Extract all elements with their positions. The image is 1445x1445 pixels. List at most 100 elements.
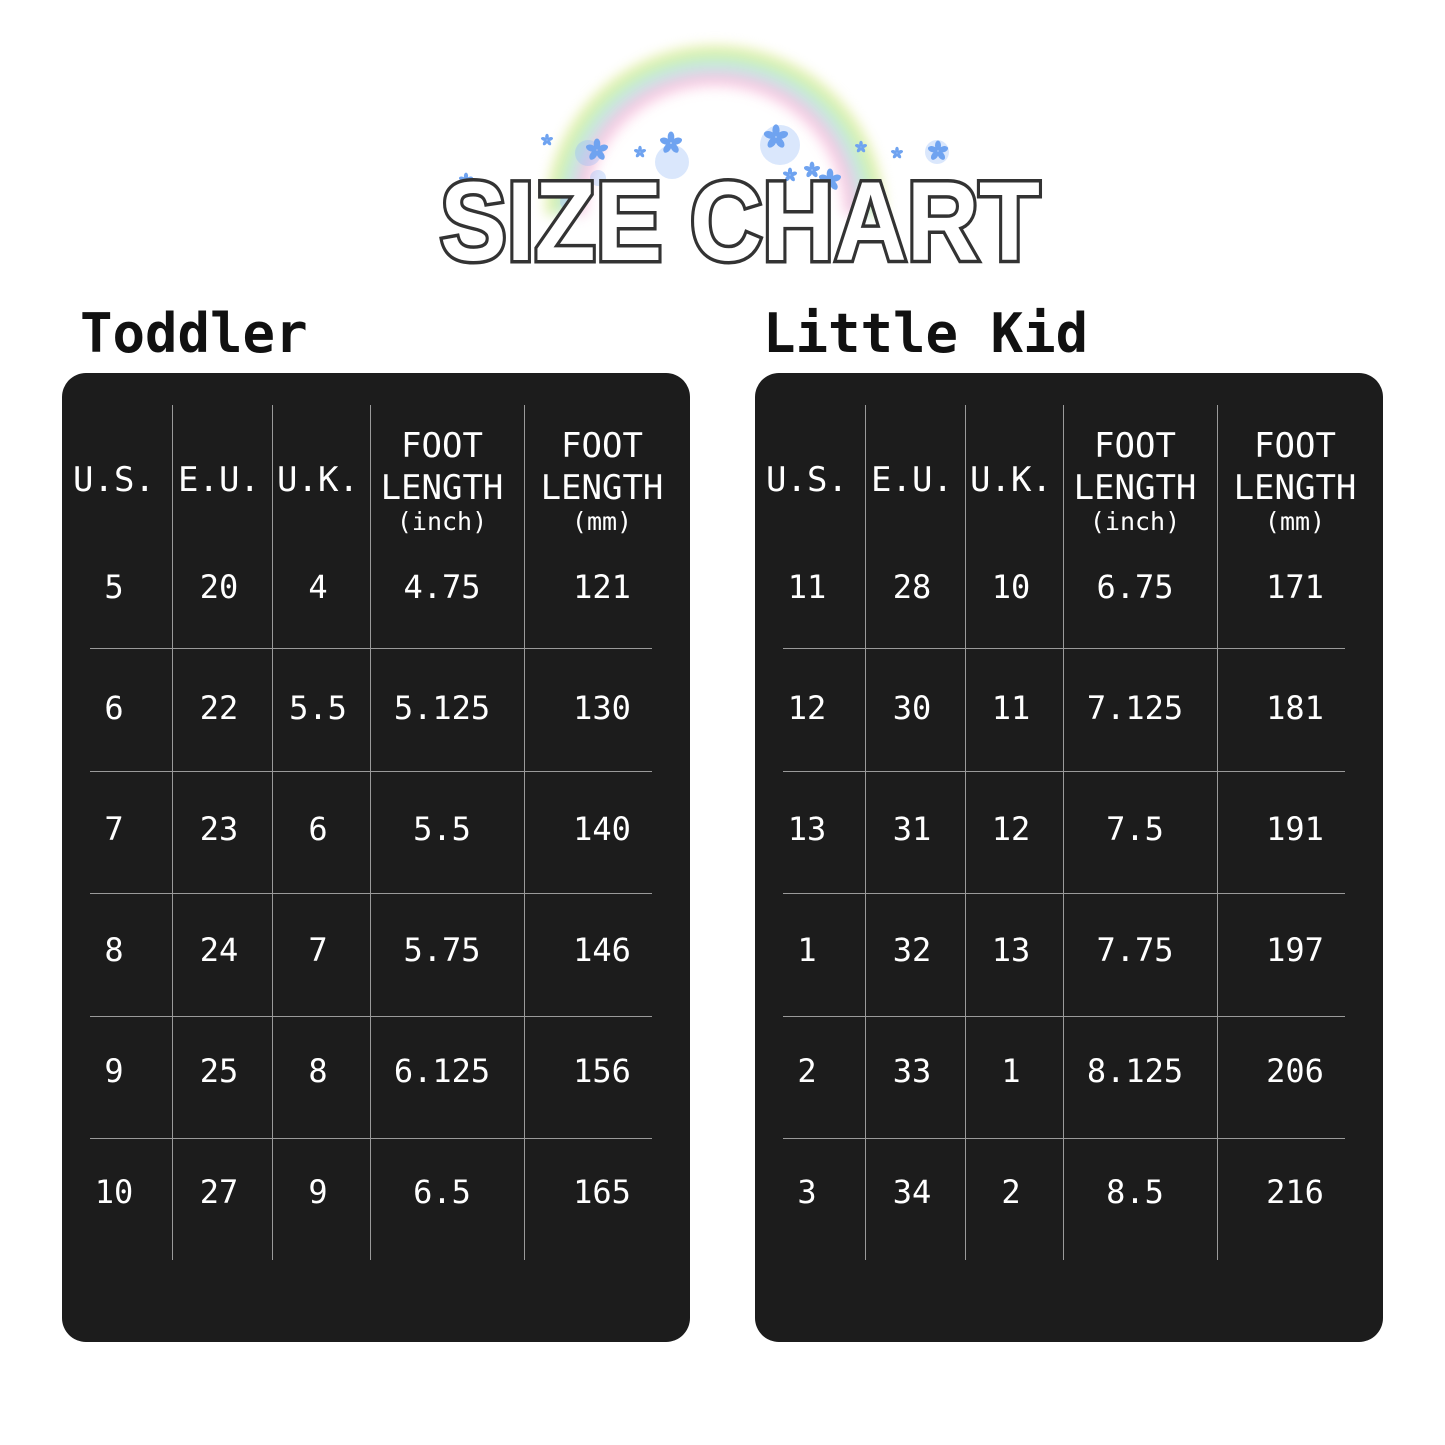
column-divider [1063,405,1064,1260]
table-cell: 8 [308,1052,328,1090]
column-header: E.U. [171,459,267,501]
table-cell: 32 [892,931,932,969]
table-cell: 7.5 [1106,810,1164,848]
flower-decorations [458,124,949,190]
header-label: FOOT LENGTH [380,426,504,508]
row-divider [783,771,1345,772]
table-cell: 5.75 [403,931,481,969]
bubble-decoration [560,195,574,209]
flower-icon [890,146,904,159]
flower-icon [633,145,647,158]
column-header: U.K. [963,459,1059,501]
header-label: FOOT LENGTH [1073,426,1197,508]
table-cell: 5.5 [289,689,347,727]
row-divider [90,1138,652,1139]
table-cell: 20 [199,568,239,606]
table-cell: 6.5 [413,1173,471,1211]
table-cell: 130 [573,689,631,727]
table-cell: 1 [1001,1052,1021,1090]
row-divider [90,893,652,894]
column-header: FOOT LENGTH (inch) [377,425,507,535]
table-cell: 8 [104,931,124,969]
row-divider [90,1016,652,1017]
row-divider [783,893,1345,894]
table-cell: 6.125 [393,1052,491,1090]
table-cell: 25 [199,1052,239,1090]
column-divider [272,405,273,1260]
column-header: U.S. [66,459,162,501]
table-cell: 7.125 [1086,689,1184,727]
size-chart-title: SIZE CHART [437,160,1044,280]
bubble-decoration [590,170,606,186]
table-cell: 27 [199,1173,239,1211]
flower-icon [540,133,554,146]
column-header: FOOT LENGTH (mm) [1230,425,1360,535]
header-label: U.S. [766,460,848,500]
table-cell: 6.75 [1096,568,1174,606]
table-cell: 140 [573,810,631,848]
table-cell: 156 [573,1052,631,1090]
header-unit: (inch) [396,507,488,536]
row-divider [783,1138,1345,1139]
table-cell: 165 [573,1173,631,1211]
table-cell: 2 [797,1052,817,1090]
row-divider [783,1016,1345,1017]
row-divider [90,648,652,649]
table-cell: 191 [1266,810,1324,848]
column-divider [370,405,371,1260]
column-divider [865,405,866,1260]
header-label: FOOT LENGTH [1233,426,1357,508]
header-label: U.K. [277,460,359,500]
table-cell: 31 [892,810,932,848]
header-label: U.K. [970,460,1052,500]
table-cell: 10 [94,1173,134,1211]
table-cell: 171 [1266,568,1324,606]
table-cell: 5.5 [413,810,471,848]
column-header: U.K. [270,459,366,501]
table-cell: 10 [991,568,1031,606]
table-cell: 30 [892,689,932,727]
table-cell: 12 [991,810,1031,848]
table-cell: 6 [104,689,124,727]
header-unit: (mm) [571,507,633,536]
flower-icon [782,167,798,182]
row-divider [783,648,1345,649]
column-header: E.U. [864,459,960,501]
table-cell: 23 [199,810,239,848]
table-cell: 5 [104,568,124,606]
row-divider [90,771,652,772]
column-divider [965,405,966,1260]
table-cell: 11 [991,689,1031,727]
table-cell: 6 [308,810,328,848]
table-cell: 121 [573,568,631,606]
header-label: E.U. [871,460,953,500]
table-cell: 28 [892,568,932,606]
table-cell: 146 [573,931,631,969]
toddler-heading: Toddler [80,302,308,365]
title-text: SIZE CHART [440,160,1040,280]
little-kid-table: U.S. E.U. U.K. FOOT LENGTH (inch) FOOT LENGTH… [755,373,1383,1342]
table-cell: 2 [1001,1173,1021,1211]
flower-icon [763,124,789,148]
table-cell: 7 [308,931,328,969]
table-cell: 8.5 [1106,1173,1164,1211]
column-divider [524,405,525,1260]
column-divider [172,405,173,1260]
table-cell: 8.125 [1086,1052,1184,1090]
table-cell: 13 [991,931,1031,969]
column-divider [1217,405,1218,1260]
table-cell: 34 [892,1173,932,1211]
table-cell: 33 [892,1052,932,1090]
table-cell: 7.75 [1096,931,1174,969]
flower-icon [659,131,683,153]
flower-icon [803,161,821,178]
header-label: U.S. [73,460,155,500]
table-cell: 7 [104,810,124,848]
table-cell: 4.75 [403,568,481,606]
header-unit: (inch) [1089,507,1181,536]
table-cell: 197 [1266,931,1324,969]
table-cell: 9 [308,1173,328,1211]
table-cell: 3 [797,1173,817,1211]
header-unit: (mm) [1264,507,1326,536]
